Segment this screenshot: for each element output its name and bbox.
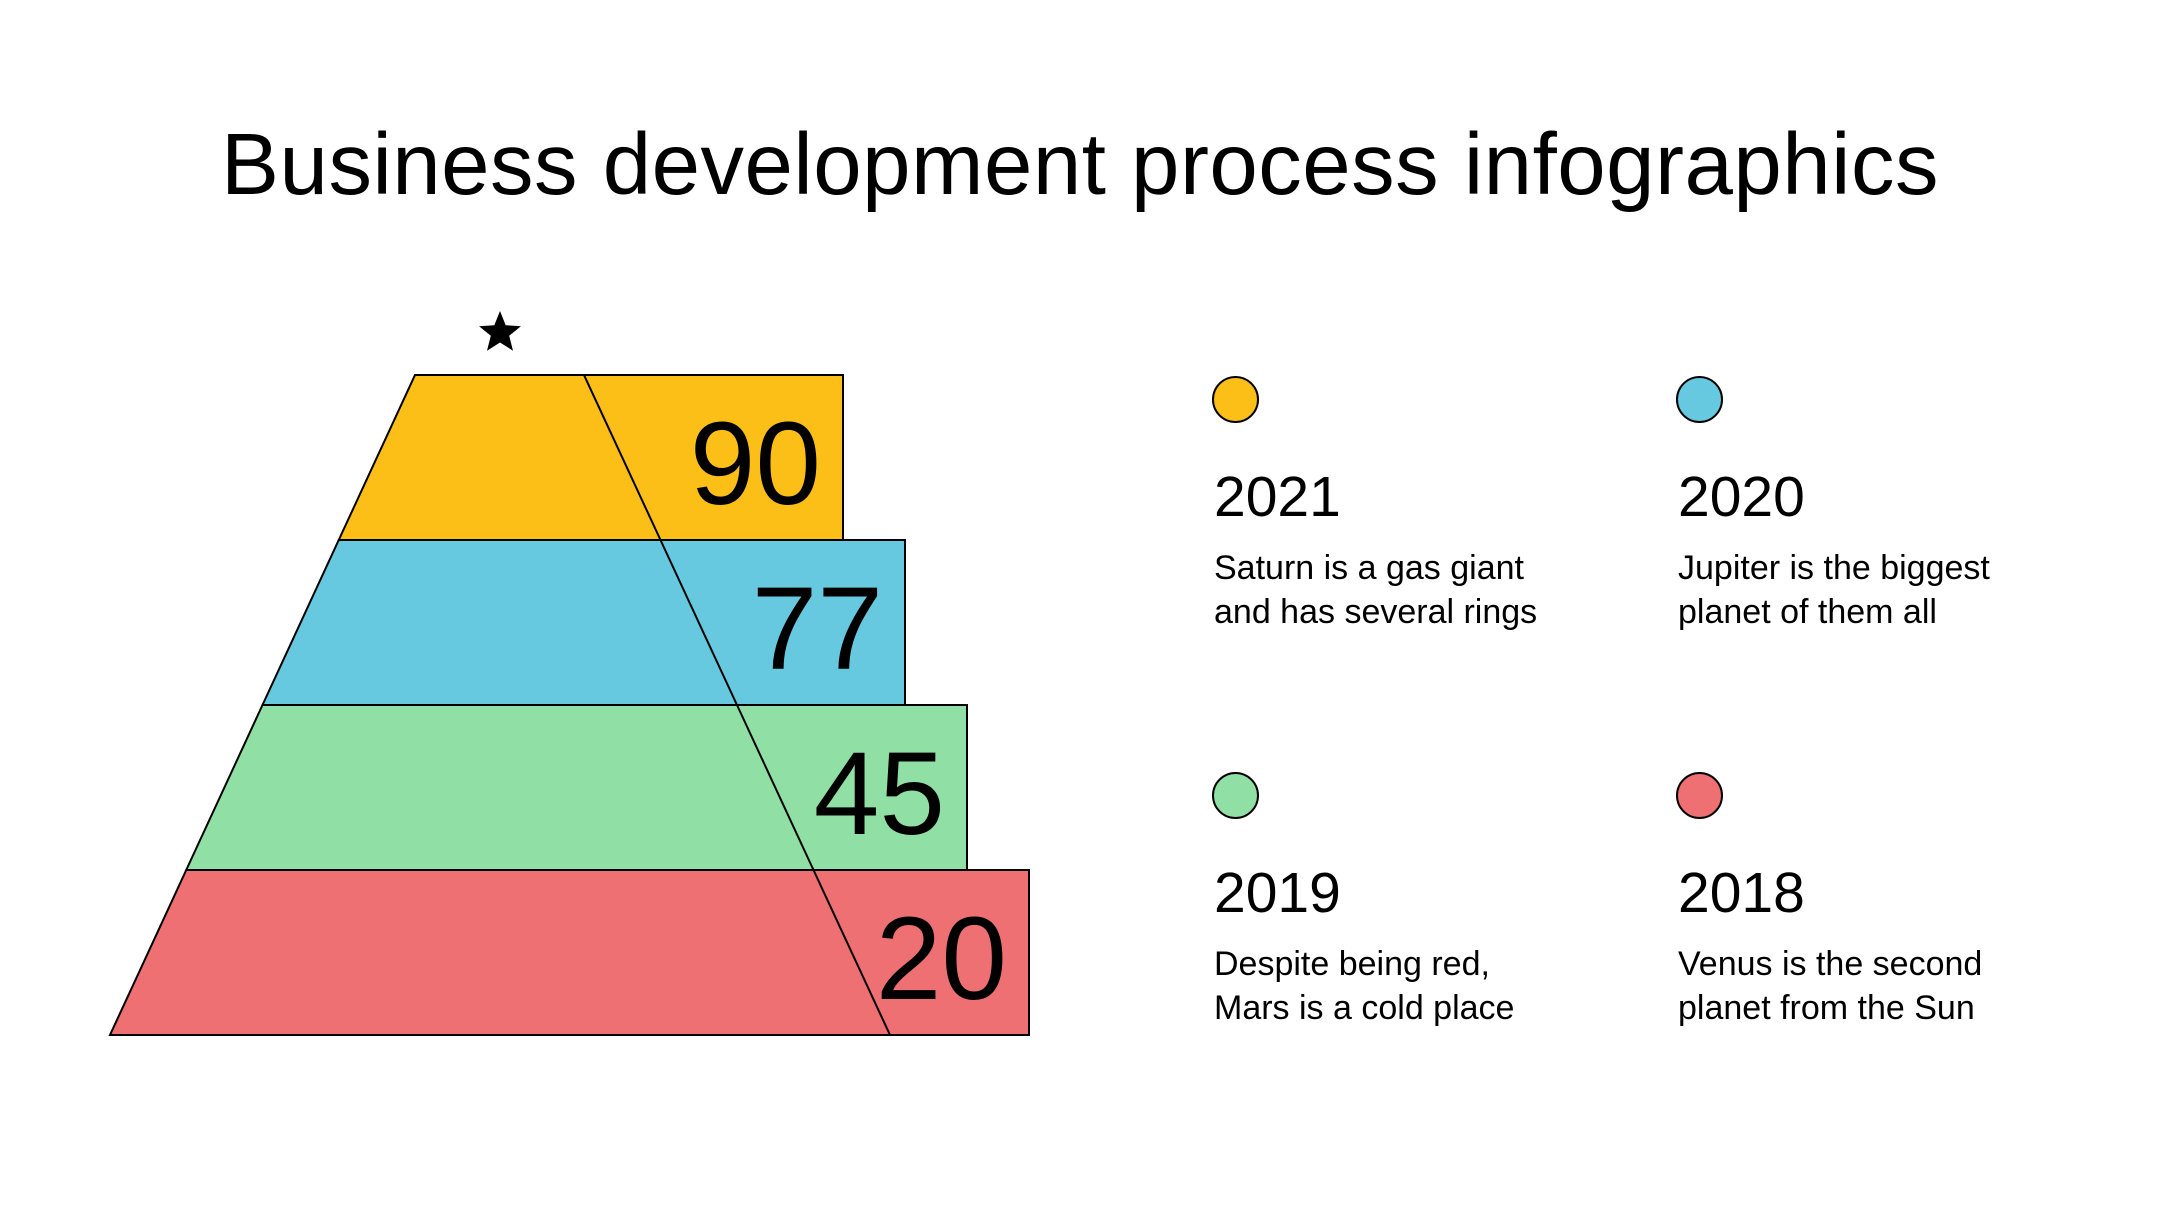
legend-desc-line: planet from the Sun <box>1678 989 1975 1027</box>
pyramid-divider <box>583 374 662 541</box>
legend-description: Jupiter is the biggest planet of them al… <box>1678 546 2098 634</box>
legend-year: 2019 <box>1214 861 1341 925</box>
legend-desc-line: planet of them all <box>1678 593 1937 631</box>
green-dot-icon <box>1212 772 1259 819</box>
legend-year: 2018 <box>1678 861 1805 925</box>
pyramid-value-label: 45 <box>814 728 945 860</box>
pyramid-level <box>108 869 1030 1036</box>
pyramid-value-label: 90 <box>690 398 821 530</box>
legend-year: 2020 <box>1678 465 1805 529</box>
blue-dot-icon <box>1676 376 1723 423</box>
legend-description: Venus is the second planet from the Sun <box>1678 942 2098 1030</box>
legend-description: Saturn is a gas giant and has several ri… <box>1214 546 1634 634</box>
page-title: Business development process infographic… <box>221 116 1939 213</box>
legend-desc-line: Jupiter is the biggest <box>1678 549 1990 587</box>
legend-description: Despite being red, Mars is a cold place <box>1214 942 1634 1030</box>
legend-desc-line: Venus is the second <box>1678 945 1983 983</box>
legend-desc-line: Saturn is a gas giant <box>1214 549 1524 587</box>
yellow-dot-icon <box>1212 376 1259 423</box>
pyramid-divider <box>812 869 891 1036</box>
legend-desc-line: Despite being red, <box>1214 945 1490 983</box>
legend-desc-line: Mars is a cold place <box>1214 989 1515 1027</box>
pyramid-value-label: 20 <box>876 893 1007 1025</box>
legend-desc-line: and has several rings <box>1214 593 1538 631</box>
red-dot-icon <box>1676 772 1723 819</box>
star-icon <box>479 311 521 351</box>
pyramid-divider <box>736 704 815 871</box>
pyramid-divider <box>659 539 738 706</box>
legend-year: 2021 <box>1214 465 1341 529</box>
pyramid-value-label: 77 <box>752 563 883 695</box>
